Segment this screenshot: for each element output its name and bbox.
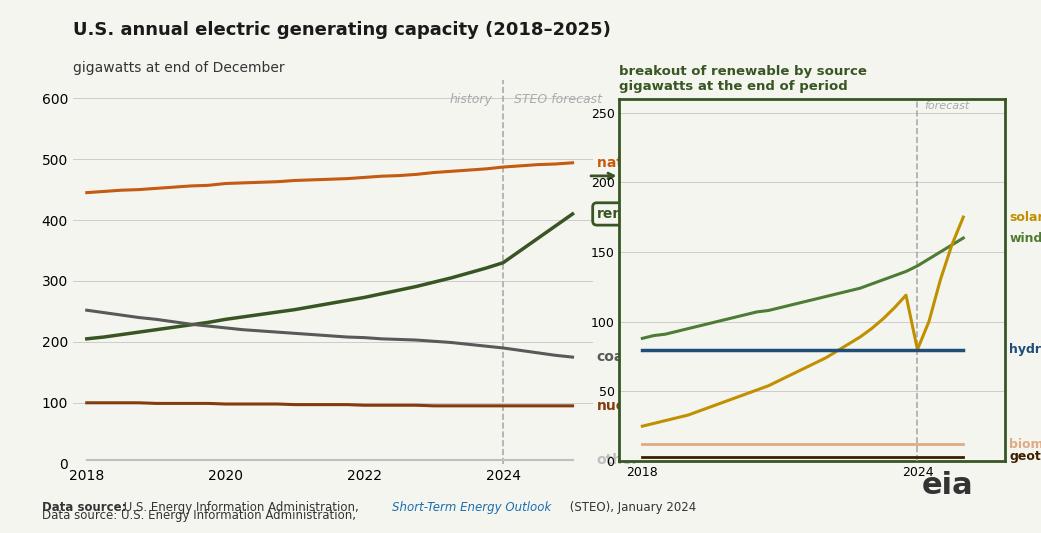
Text: gigawatts at end of December: gigawatts at end of December (73, 61, 284, 75)
Text: Data source:: Data source: (42, 500, 126, 514)
Text: breakout of renewable by source
gigawatts at the end of period: breakout of renewable by source gigawatt… (619, 65, 867, 93)
Text: biomass: biomass (1009, 438, 1041, 451)
Text: solar: solar (1009, 211, 1041, 224)
Text: wind: wind (1009, 231, 1041, 245)
Text: renewables: renewables (596, 207, 687, 221)
Text: eia: eia (921, 471, 973, 499)
Text: U.S. annual electric generating capacity (2018–2025): U.S. annual electric generating capacity… (73, 21, 611, 39)
Text: forecast: forecast (924, 101, 969, 111)
Text: coal: coal (596, 350, 629, 364)
Text: Short-Term Energy Outlook: Short-Term Energy Outlook (392, 500, 552, 514)
Text: other: other (596, 453, 639, 467)
Text: history: history (450, 93, 492, 107)
Text: U.S. Energy Information Administration,: U.S. Energy Information Administration, (120, 500, 362, 514)
Text: natural gas: natural gas (596, 156, 686, 170)
Text: (STEO), January 2024: (STEO), January 2024 (566, 500, 696, 514)
Text: Data source: U.S. Energy Information Administration,: Data source: U.S. Energy Information Adm… (42, 510, 359, 522)
Text: nuclear: nuclear (596, 399, 656, 413)
Text: geothermal: geothermal (1009, 450, 1041, 463)
Text: STEO forecast: STEO forecast (513, 93, 602, 107)
Text: hydro: hydro (1009, 343, 1041, 356)
